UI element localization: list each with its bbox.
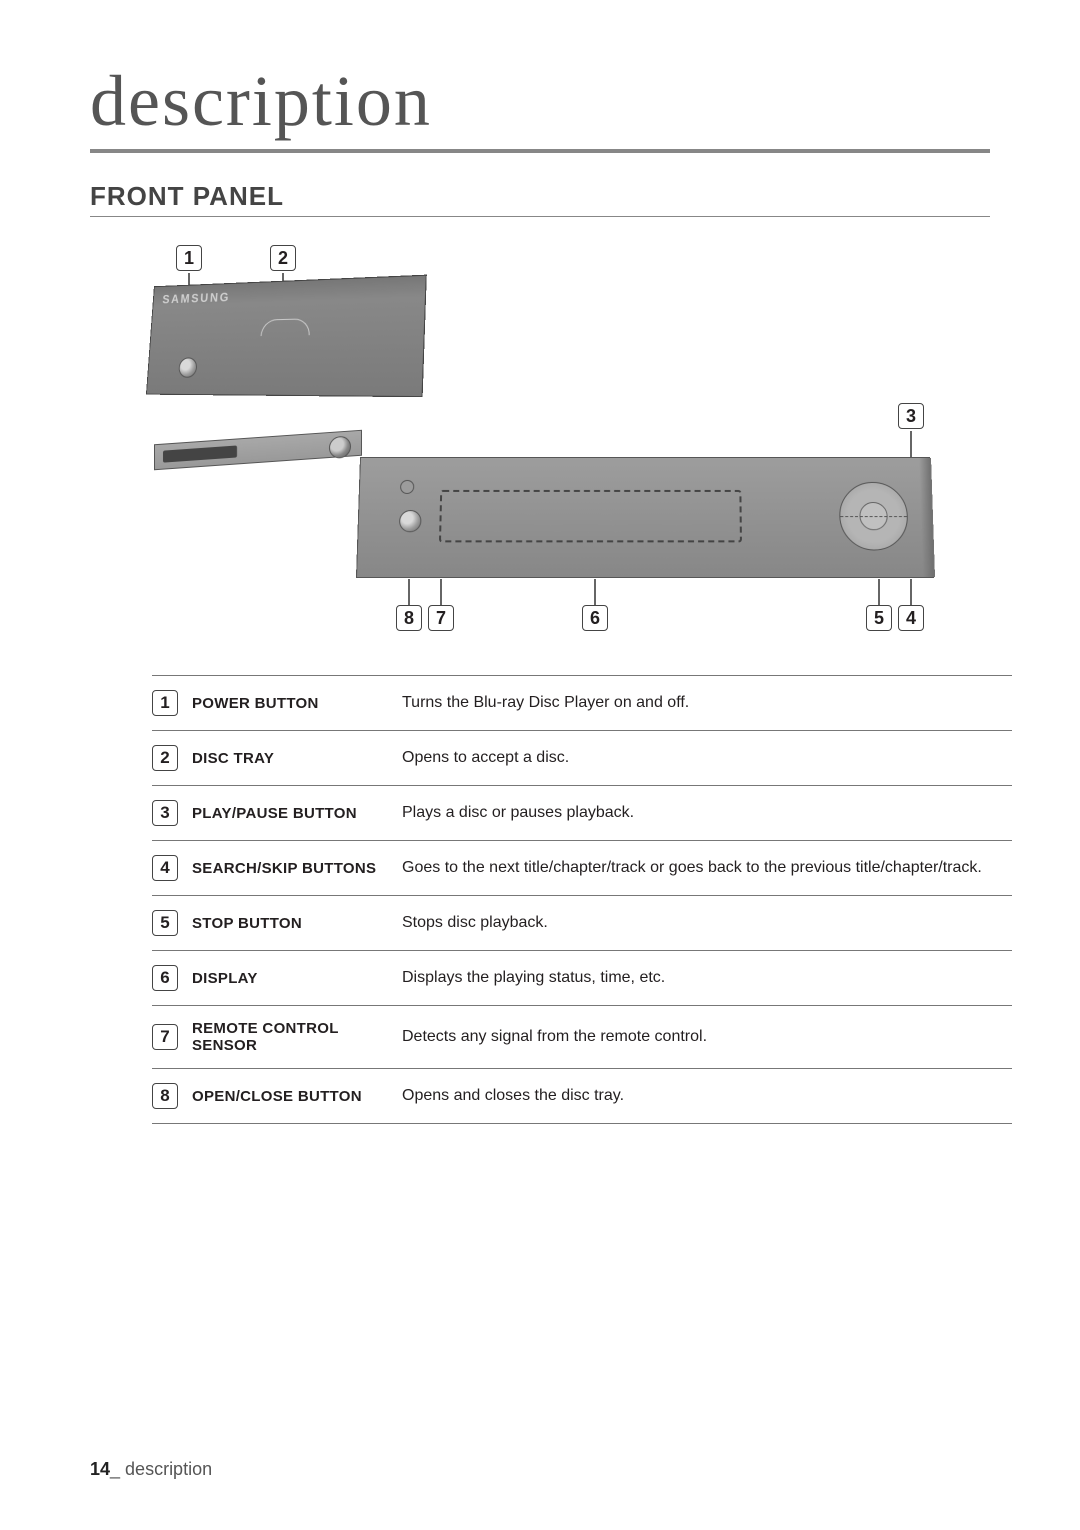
footer-sep: _ [110, 1459, 125, 1479]
page-title: description [90, 60, 990, 153]
row-desc: Plays a disc or pauses playback. [402, 786, 1012, 841]
table-row: 1 POWER BUTTON Turns the Blu-ray Disc Pl… [152, 676, 1012, 731]
row-num: 2 [152, 745, 178, 771]
page-footer: 14_ description [90, 1459, 212, 1480]
eject-icon [400, 480, 414, 494]
row-label: SEARCH/SKIP BUTTONS [192, 841, 402, 896]
row-label: REMOTE CONTROL SENSOR [192, 1006, 402, 1069]
brand-label: SAMSUNG [162, 290, 231, 306]
display-area [439, 490, 742, 542]
power-icon [178, 357, 197, 377]
callout-1: 1 [176, 245, 202, 271]
table-row: 8 OPEN/CLOSE BUTTON Opens and closes the… [152, 1069, 1012, 1124]
row-label: DISC TRAY [192, 731, 402, 786]
bluray-icon [261, 318, 311, 336]
table-row: 7 REMOTE CONTROL SENSOR Detects any sign… [152, 1006, 1012, 1069]
row-label: OPEN/CLOSE BUTTON [192, 1069, 402, 1124]
row-num: 7 [152, 1024, 178, 1050]
leader-line [910, 579, 912, 605]
callout-7: 7 [428, 605, 454, 631]
row-num: 5 [152, 910, 178, 936]
row-num: 4 [152, 855, 178, 881]
page-number: 14 [90, 1459, 110, 1479]
row-desc: Displays the playing status, time, etc. [402, 951, 1012, 1006]
front-panel-diagram: 1 2 3 SAMSUNG 8 7 6 5 4 [150, 245, 930, 645]
row-desc: Detects any signal from the remote contr… [402, 1006, 1012, 1069]
row-num: 1 [152, 690, 178, 716]
dpad-control [839, 482, 909, 551]
row-num: 8 [152, 1083, 178, 1109]
footer-label: description [125, 1459, 212, 1479]
callout-4: 4 [898, 605, 924, 631]
section-heading: FRONT PANEL [90, 181, 990, 217]
leader-line [594, 579, 596, 605]
legend-table: 1 POWER BUTTON Turns the Blu-ray Disc Pl… [152, 675, 1012, 1124]
sensor-icon [399, 510, 422, 532]
table-row: 3 PLAY/PAUSE BUTTON Plays a disc or paus… [152, 786, 1012, 841]
callout-8: 8 [396, 605, 422, 631]
table-row: 6 DISPLAY Displays the playing status, t… [152, 951, 1012, 1006]
row-num: 6 [152, 965, 178, 991]
row-label: STOP BUTTON [192, 896, 402, 951]
leader-line [878, 579, 880, 605]
row-desc: Opens to accept a disc. [402, 731, 1012, 786]
row-desc: Turns the Blu-ray Disc Player on and off… [402, 676, 1012, 731]
callout-5: 5 [866, 605, 892, 631]
table-row: 5 STOP BUTTON Stops disc playback. [152, 896, 1012, 951]
callout-2: 2 [270, 245, 296, 271]
table-row: 2 DISC TRAY Opens to accept a disc. [152, 731, 1012, 786]
row-label: DISPLAY [192, 951, 402, 1006]
front-panel-right [356, 457, 934, 578]
row-desc: Stops disc playback. [402, 896, 1012, 951]
row-label: PLAY/PAUSE BUTTON [192, 786, 402, 841]
callout-3: 3 [898, 403, 924, 429]
table-row: 4 SEARCH/SKIP BUTTONS Goes to the next t… [152, 841, 1012, 896]
row-desc: Goes to the next title/chapter/track or … [402, 841, 1012, 896]
row-desc: Opens and closes the disc tray. [402, 1069, 1012, 1124]
leader-line [408, 579, 410, 605]
leader-line [440, 579, 442, 605]
row-label: POWER BUTTON [192, 676, 402, 731]
callout-6: 6 [582, 605, 608, 631]
row-num: 3 [152, 800, 178, 826]
